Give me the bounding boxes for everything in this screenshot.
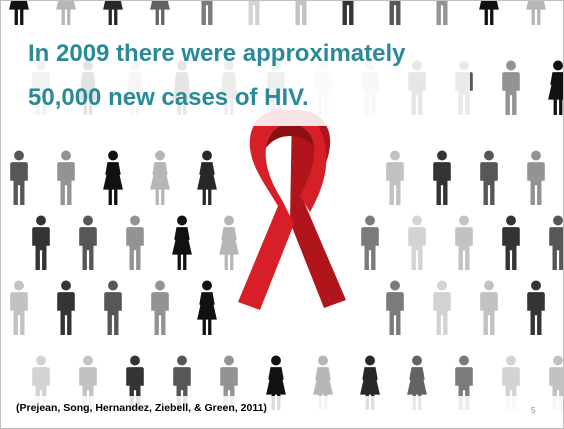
person-icon [527, 280, 545, 335]
person-icon [198, 0, 216, 25]
person-icon [386, 280, 404, 335]
person-icon [245, 0, 263, 25]
person-icon [57, 150, 75, 205]
awareness-ribbon-icon [238, 109, 346, 311]
citation: (Prejean, Song, Hernandez, Ziebell, & Gr… [16, 402, 267, 414]
person-icon [479, 0, 499, 25]
person-icon [339, 0, 357, 25]
person-icon [150, 150, 170, 205]
person-icon [433, 0, 451, 25]
person-icon [103, 150, 123, 205]
person-icon [56, 0, 76, 25]
person-icon [526, 0, 546, 25]
slide-title: In 2009 there were approximately 50,000 … [16, 28, 470, 126]
person-icon [103, 0, 123, 25]
person-icon [502, 215, 520, 270]
person-icon [292, 0, 310, 25]
person-icon [361, 215, 379, 270]
title-line-1: In 2009 there were approximately [28, 40, 406, 67]
person-icon [9, 0, 29, 25]
person-icon [549, 215, 564, 270]
slide-number: 5 [531, 406, 536, 415]
person-icon [150, 0, 170, 25]
person-icon [104, 280, 122, 335]
person-icon [408, 215, 426, 270]
person-icon [548, 60, 564, 115]
title-line-2: 50,000 new cases of HIV. [28, 84, 309, 111]
person-icon [527, 150, 545, 205]
person-icon [433, 150, 451, 205]
citation-band [0, 396, 564, 429]
person-icon [197, 280, 217, 335]
person-icon [151, 280, 169, 335]
person-icon [126, 215, 144, 270]
person-icon [57, 280, 75, 335]
person-icon [480, 150, 498, 205]
person-icon [79, 215, 97, 270]
person-icon [433, 280, 451, 335]
person-icon [172, 215, 192, 270]
person-icon [386, 0, 404, 25]
person-icon [480, 280, 498, 335]
person-icon [502, 60, 520, 115]
person-icon [386, 150, 404, 205]
person-icon [10, 280, 28, 335]
person-icon [10, 150, 28, 205]
person-icon [455, 215, 473, 270]
person-icon [32, 215, 50, 270]
person-icon [197, 150, 217, 205]
